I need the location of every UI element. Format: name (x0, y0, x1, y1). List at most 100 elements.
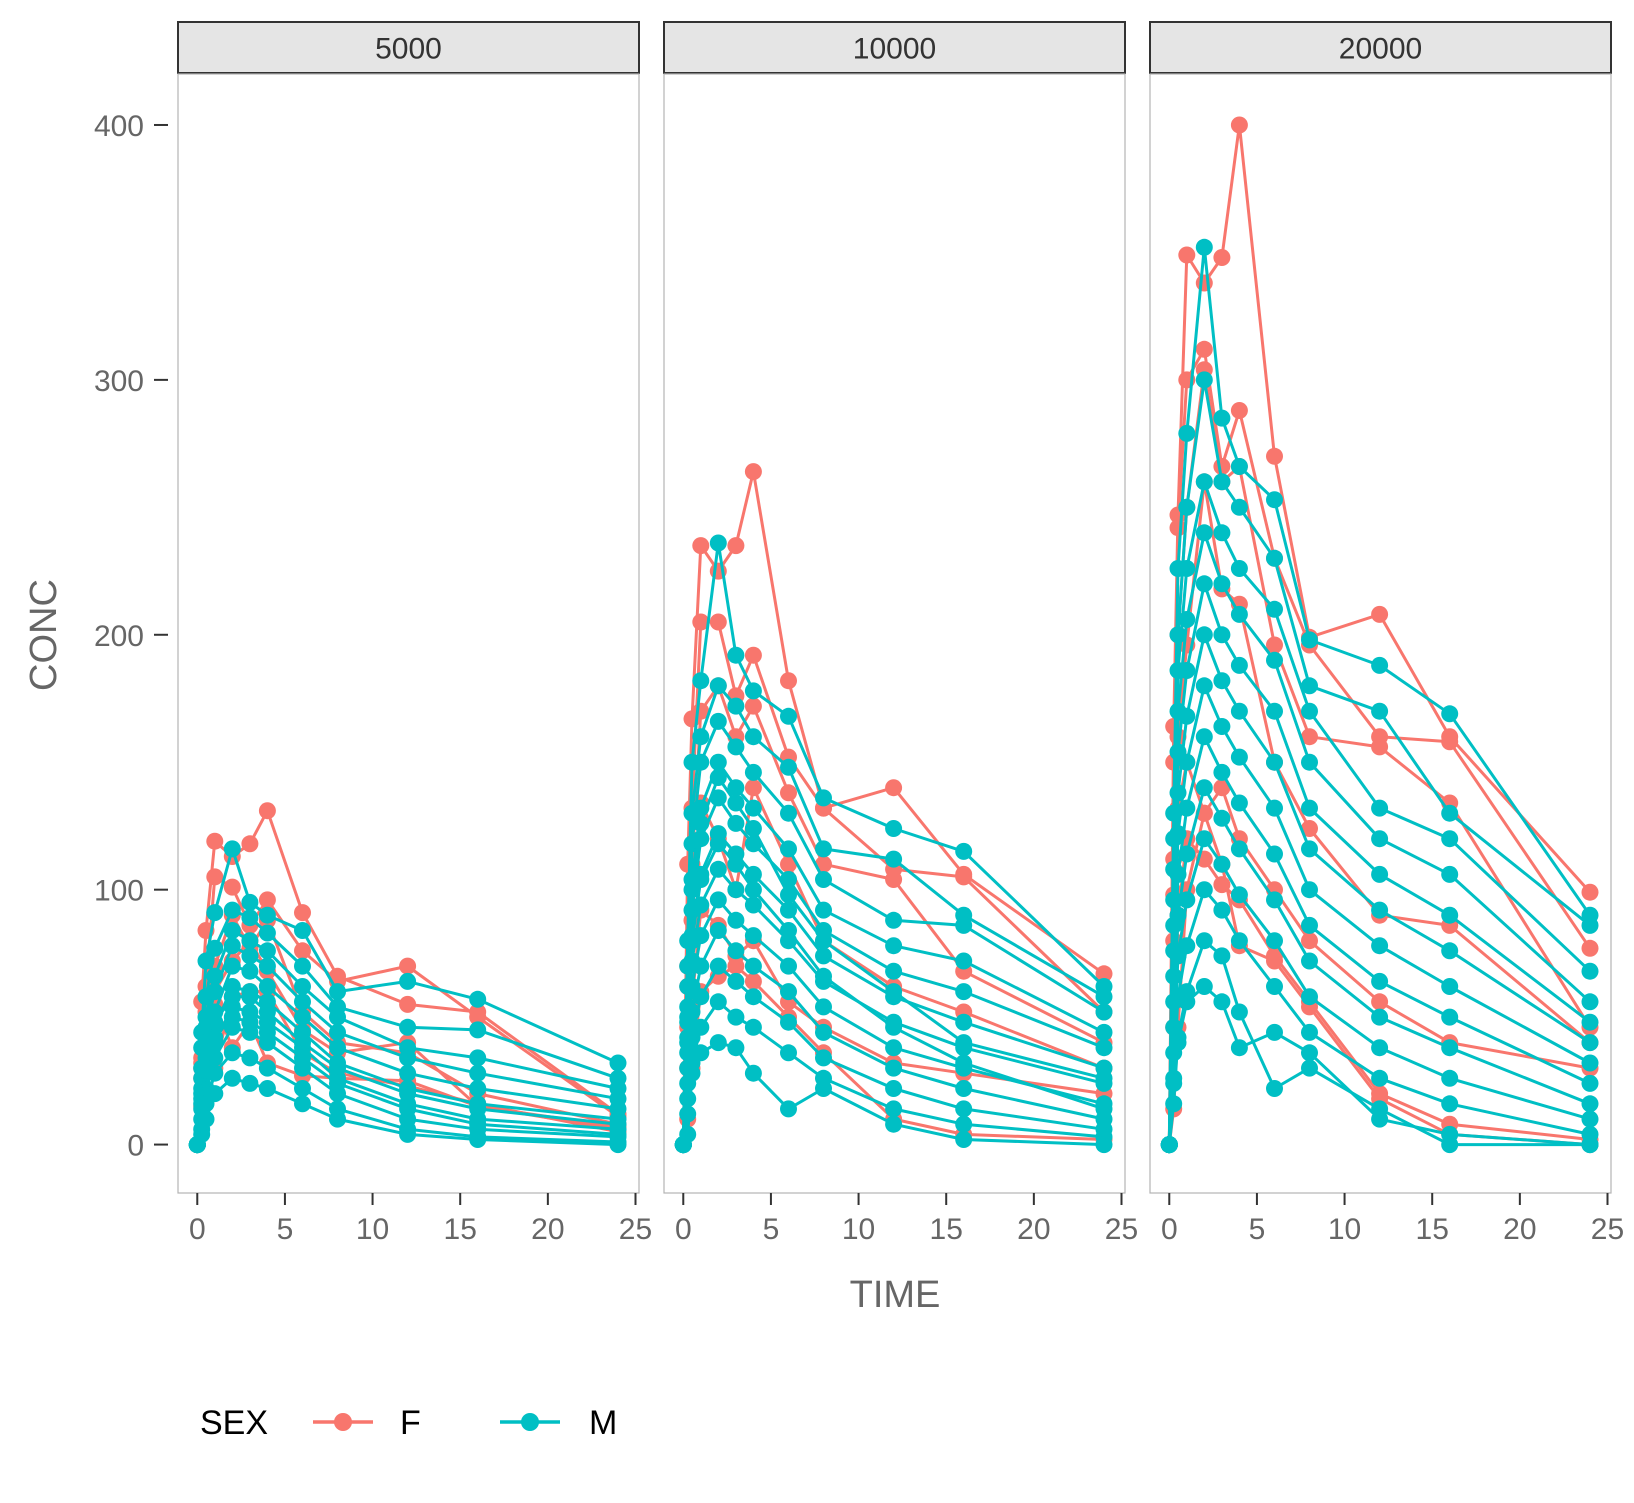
data-point-m (1371, 1039, 1389, 1057)
facet-strip-label: 20000 (1339, 33, 1422, 66)
data-point-m (744, 881, 762, 899)
data-point-m (885, 1018, 903, 1036)
series-line-m (1167, 837, 1591, 1145)
data-point-m (744, 799, 762, 817)
data-point-m (1266, 600, 1283, 618)
data-point-f (469, 1008, 487, 1026)
data-point-m (258, 1080, 276, 1097)
data-point-m (469, 1080, 487, 1097)
data-point-m (780, 758, 797, 776)
data-point-m (1195, 830, 1213, 848)
data-point-m (1213, 575, 1231, 593)
data-point-m (1581, 1054, 1599, 1072)
data-point-m (294, 978, 311, 995)
data-point-f (1371, 738, 1389, 756)
data-point-m (955, 1054, 973, 1072)
data-point-m (294, 1080, 311, 1097)
data-point-m (692, 830, 710, 848)
data-point-m (692, 753, 710, 771)
data-point-m (223, 840, 241, 858)
data-point-m (1230, 886, 1248, 904)
data-point-m (1266, 491, 1283, 509)
series-line-m (1167, 633, 1591, 1145)
data-point-m (955, 1013, 973, 1031)
data-point-m (955, 842, 973, 860)
data-point-m (1266, 753, 1283, 771)
data-point-m (1441, 1039, 1459, 1057)
series-line-m (681, 898, 1105, 1145)
data-point-m (1441, 1069, 1459, 1087)
data-point-m (1095, 1100, 1113, 1118)
data-point-m (1230, 794, 1248, 812)
x-tick-label: 20 (1017, 1213, 1050, 1246)
data-point-m (294, 957, 311, 975)
data-point-m (329, 1039, 346, 1057)
data-point-f (692, 537, 710, 555)
series-line-m (195, 847, 619, 1145)
data-point-m (1230, 498, 1248, 516)
data-point-m (258, 978, 276, 995)
data-point-m (744, 682, 762, 700)
data-point-m (469, 1115, 487, 1133)
data-point-m (1195, 881, 1213, 899)
data-point-m (258, 942, 276, 960)
series-line-m (681, 541, 1106, 1145)
data-point-f (1441, 733, 1459, 751)
data-point-m (1441, 942, 1459, 960)
data-point-m (206, 983, 224, 1001)
x-tick-label: 10 (842, 1213, 875, 1246)
data-point-m (683, 932, 701, 950)
data-point-m (329, 983, 346, 1001)
data-point-m (709, 677, 727, 695)
data-point-m (1178, 611, 1196, 628)
data-point-m (1095, 1069, 1113, 1087)
data-point-m (815, 840, 832, 858)
data-point-m (744, 896, 762, 914)
data-point-m (294, 922, 311, 939)
data-point-f (1195, 274, 1213, 292)
data-point-m (727, 911, 745, 929)
data-point-m (206, 1013, 224, 1031)
series-line-m (1167, 684, 1591, 1145)
data-point-m (399, 1049, 417, 1067)
data-point-m (727, 794, 745, 812)
data-point-m (1213, 672, 1231, 690)
data-point-m (1371, 702, 1389, 720)
data-point-m (744, 1018, 762, 1036)
data-point-m (1371, 901, 1389, 919)
data-point-f (780, 784, 797, 802)
x-tick-label: 10 (356, 1213, 389, 1246)
data-point-f (206, 832, 224, 850)
data-point-m (1230, 560, 1248, 577)
data-point-f (1266, 447, 1283, 465)
data-point-m (1266, 1080, 1283, 1097)
data-point-m (1371, 799, 1389, 817)
data-point-m (727, 1008, 745, 1026)
data-point-m (1165, 1074, 1183, 1092)
data-point-m (1581, 1013, 1599, 1031)
data-point-m (1195, 728, 1213, 746)
data-point-m (1169, 1034, 1187, 1052)
data-point-m (241, 893, 259, 911)
data-point-m (955, 916, 973, 934)
data-point-m (1301, 952, 1318, 970)
data-point-f (727, 537, 745, 555)
data-point-m (1213, 409, 1231, 427)
data-point-m (744, 957, 762, 975)
data-point-m (709, 835, 727, 853)
data-point-m (1371, 865, 1389, 883)
data-point-m (1301, 677, 1318, 695)
data-point-m (727, 738, 745, 756)
data-point-m (1371, 656, 1389, 674)
data-point-f (1371, 605, 1389, 623)
facet-strip-label: 5000 (375, 33, 442, 66)
y-tick-label: 400 (94, 110, 144, 143)
data-point-m (1371, 937, 1389, 955)
data-point-m (955, 983, 973, 1001)
data-point-m (206, 1085, 224, 1103)
data-point-m (1213, 901, 1231, 919)
x-tick-label: 25 (619, 1213, 652, 1246)
data-point-m (744, 728, 762, 746)
data-point-m (258, 924, 276, 942)
data-point-m (223, 937, 241, 955)
